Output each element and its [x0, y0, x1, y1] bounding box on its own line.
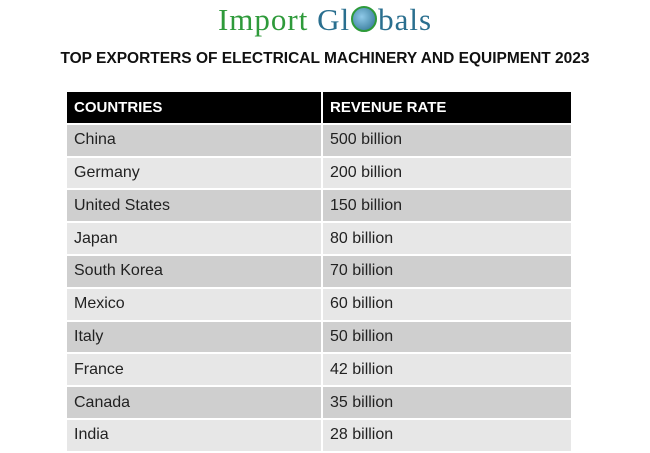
revenue-cell: 50 billion — [322, 320, 573, 355]
table-row: China 500 billion — [67, 123, 573, 158]
import-globals-logo: Import Gl bals — [0, 2, 650, 38]
country-cell: China — [67, 123, 323, 158]
table-row: South Korea 70 billion — [67, 254, 573, 289]
revenue-cell: 28 billion — [322, 418, 573, 453]
header-countries: COUNTRIES — [67, 92, 323, 125]
country-cell: South Korea — [67, 254, 323, 289]
header-revenue-rate: REVENUE RATE — [322, 92, 573, 125]
table-row: Japan 80 billion — [67, 222, 573, 256]
country-cell: Japan — [67, 222, 323, 256]
revenue-cell: 200 billion — [322, 156, 573, 191]
table-row: Mexico 60 billion — [67, 287, 573, 322]
country-cell: India — [67, 418, 323, 453]
exporters-table: COUNTRIES REVENUE RATE China 500 billion G… — [67, 92, 573, 453]
revenue-cell: 35 billion — [322, 386, 573, 420]
table-row: United States 150 billion — [67, 189, 573, 224]
revenue-cell: 70 billion — [322, 254, 573, 289]
logo-text-globals: Gl bals — [317, 2, 433, 37]
table-row: Germany 200 billion — [67, 156, 573, 191]
revenue-cell: 150 billion — [322, 189, 573, 224]
country-cell: Germany — [67, 156, 323, 191]
table-row: France 42 billion — [67, 353, 573, 388]
globe-icon — [351, 6, 378, 32]
country-cell: France — [67, 353, 323, 388]
table-row: India 28 billion — [67, 418, 573, 453]
revenue-cell: 500 billion — [322, 123, 573, 158]
table-row: Canada 35 billion — [67, 386, 573, 420]
logo-text-import: Import — [217, 2, 309, 37]
country-cell: Italy — [67, 320, 323, 355]
table-row: Italy 50 billion — [67, 320, 573, 355]
revenue-cell: 80 billion — [322, 222, 573, 256]
country-cell: United States — [67, 189, 323, 224]
country-cell: Canada — [67, 386, 323, 420]
revenue-cell: 42 billion — [322, 353, 573, 388]
country-cell: Mexico — [67, 287, 323, 322]
page-title: TOP EXPORTERS OF ELECTRICAL MACHINERY AN… — [60, 50, 590, 67]
revenue-cell: 60 billion — [322, 287, 573, 322]
table-header-row: COUNTRIES REVENUE RATE — [67, 92, 573, 125]
